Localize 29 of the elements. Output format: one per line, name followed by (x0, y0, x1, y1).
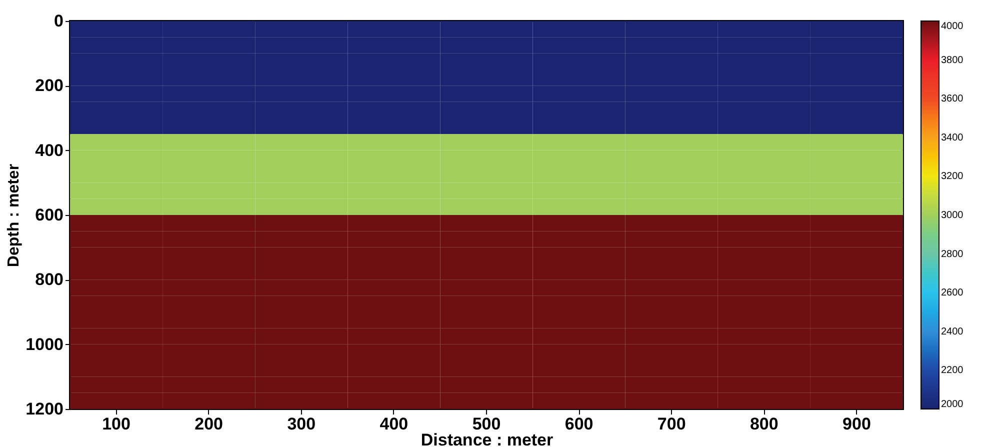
x-tick-label: 600 (564, 414, 594, 434)
y-axis-title: Depth : meter (6, 164, 23, 268)
color-bar-label: 2000 (941, 399, 964, 410)
color-bar-label: 3800 (941, 54, 964, 66)
x-axis-title: Distance : meter (420, 430, 554, 447)
x-tick-label: 100 (102, 414, 130, 434)
y-tick-label: 600 (35, 206, 64, 224)
color-bar-label: 2200 (941, 365, 964, 376)
color-bar-label: 2600 (941, 288, 964, 299)
y-tick-label: 800 (35, 270, 64, 290)
color-bar-label: 3200 (941, 171, 964, 182)
x-tick-label: 500 (472, 414, 501, 434)
y-tick-label: 1200 (26, 400, 64, 418)
color-bar-label: 2800 (941, 248, 964, 260)
y-tick-label: 1000 (26, 334, 64, 354)
x-tick-label: 900 (842, 414, 871, 434)
x-tick-label: 300 (287, 414, 316, 434)
y-tick-label: 200 (35, 76, 64, 96)
color-bar-label: 4000 (941, 21, 964, 32)
color-bar-label: 2400 (941, 326, 964, 338)
color-bar-label: 3000 (941, 210, 964, 221)
color-bar-label: 3600 (941, 94, 964, 105)
x-tick-label: 200 (194, 414, 224, 434)
y-tick-label: 400 (35, 140, 64, 160)
x-tick-label: 400 (380, 414, 408, 434)
color-bar-label: 3400 (941, 132, 964, 144)
x-tick-label: 800 (750, 414, 778, 434)
x-tick-label: 700 (657, 414, 686, 434)
y-tick-label: 0 (54, 12, 64, 30)
